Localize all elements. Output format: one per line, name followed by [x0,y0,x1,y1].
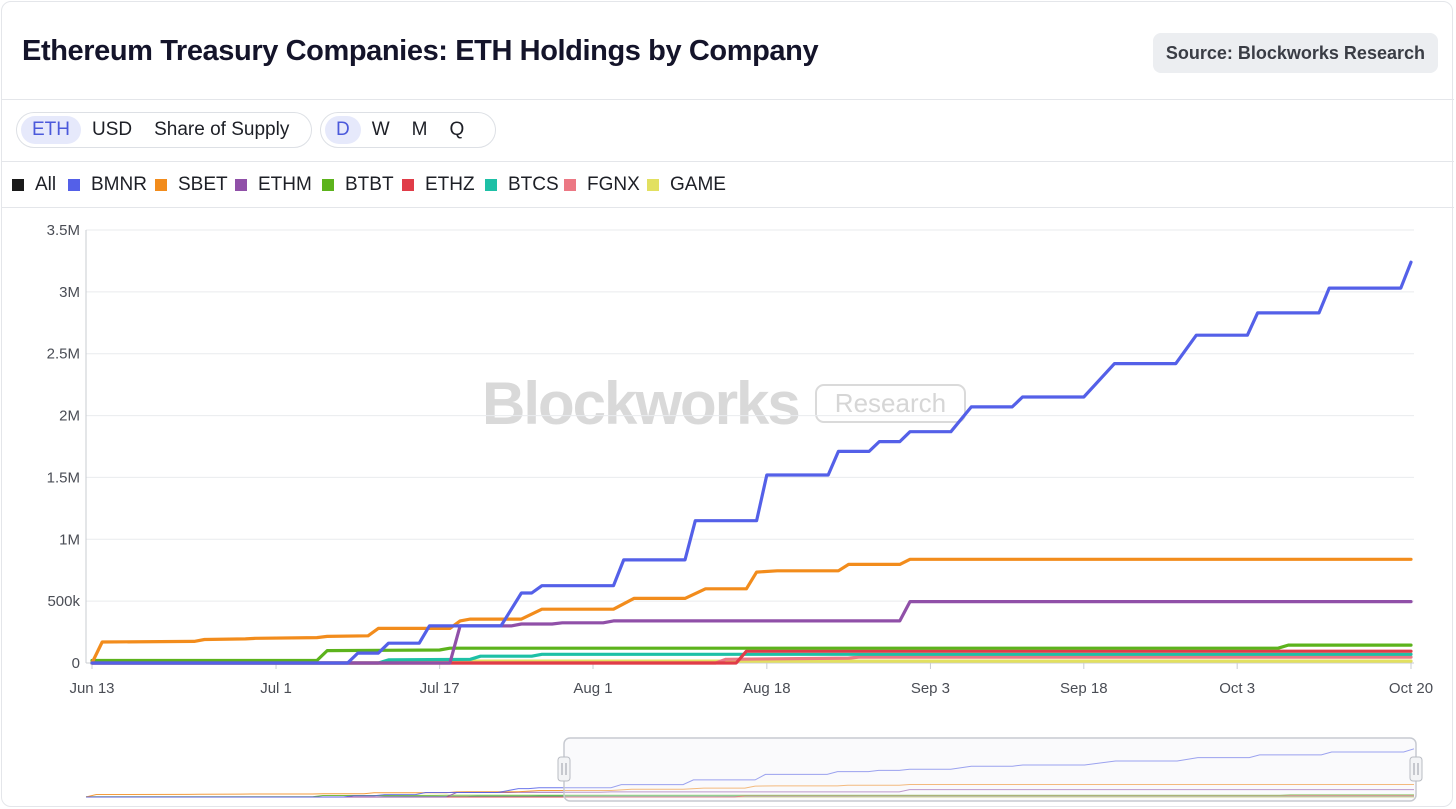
x-tick-label: Oct 20 [1389,680,1433,697]
legend-item-bmnr[interactable]: BMNR [68,174,147,196]
interval-day-button[interactable]: D [325,116,361,144]
interval-month-button[interactable]: M [411,119,428,140]
y-tick-label: 0 [72,655,80,672]
y-tick-label: 2.5M [47,346,80,363]
chart-title: Ethereum Treasury Companies: ETH Holding… [22,35,819,67]
legend-label: All [35,174,57,195]
x-tick-label: Jul 1 [260,680,292,697]
series-line-ethm [90,600,1413,665]
unit-share-of-supply-button[interactable]: Share of Supply [154,119,290,140]
legend-label: SBET [178,174,228,195]
unit-usd-button[interactable]: USD [92,119,133,140]
legend-label: ETHM [258,174,312,195]
x-tick-label: Oct 3 [1219,680,1255,697]
line-chart: 0 500k 1M 1.5M 2M 2.5M 3M 3.5M Jun 13 Jul 1 Jul 17… [47,222,1433,802]
navigator-line-bmnr [86,748,1415,798]
legend-label: FGNX [587,174,640,195]
legend-label: GAME [670,174,726,195]
y-tick-label: 2M [59,408,80,425]
interval-toggle: D W M Q [320,112,496,148]
legend-swatch [485,179,497,191]
legend-swatch [12,179,24,191]
card-header: Ethereum Treasury Companies: ETH Holding… [2,2,1454,100]
x-tick-label: Jul 17 [420,680,460,697]
unit-eth-button[interactable]: ETH [21,116,81,144]
legend-item-all[interactable]: All [12,174,56,196]
legend-item-ethm[interactable]: ETHM [235,174,312,196]
legend-swatch [647,179,659,191]
y-tick-label: 3M [59,284,80,301]
legend-item-btbt[interactable]: BTBT [322,174,394,196]
navigator-handle-right[interactable] [1409,756,1423,782]
legend-item-sbet[interactable]: SBET [155,174,228,196]
legend-swatch [68,179,80,191]
legend-swatch [322,179,334,191]
legend: All BMNR SBET ETHM BTBT ETHZ BTCS FGNX G… [2,162,1454,208]
y-tick-label: 1.5M [47,469,80,486]
series-line-bmnr [90,260,1413,665]
series-line-btbt [90,643,1413,663]
x-tick-label: Jun 13 [69,680,114,697]
legend-label: ETHZ [425,174,475,195]
navigator-window [563,737,1417,802]
unit-toggle: ETH USD Share of Supply [16,112,312,148]
legend-item-ethz[interactable]: ETHZ [402,174,475,196]
y-tick-label: 3.5M [47,222,80,239]
legend-swatch [155,179,167,191]
series-line-sbet [90,557,1413,665]
navigator-line-sbet [85,784,1414,798]
legend-swatch [235,179,247,191]
y-tick-label: 500k [47,593,80,610]
y-tick-label: 1M [59,531,80,548]
x-tick-label: Sep 18 [1060,680,1108,697]
controls-bar: ETH USD Share of Supply D W M Q [2,100,1454,162]
legend-swatch [564,179,576,191]
interval-week-button[interactable]: W [371,119,390,140]
source-badge: Source: Blockworks Research [1152,33,1438,73]
legend-item-game[interactable]: GAME [647,174,726,196]
navigator-line-ethm [86,789,1414,798]
interval-quarter-button[interactable]: Q [449,119,465,140]
x-tick-label: Aug 1 [573,680,612,697]
legend-label: BTCS [508,174,559,195]
legend-label: BTBT [345,174,394,195]
x-tick-label: Aug 18 [743,680,791,697]
legend-item-fgnx[interactable]: FGNX [564,174,640,196]
x-tick-label: Sep 3 [911,680,950,697]
legend-item-btcs[interactable]: BTCS [485,174,559,196]
legend-label: BMNR [91,174,147,195]
navigator-handle-left[interactable] [557,756,571,782]
legend-swatch [402,179,414,191]
